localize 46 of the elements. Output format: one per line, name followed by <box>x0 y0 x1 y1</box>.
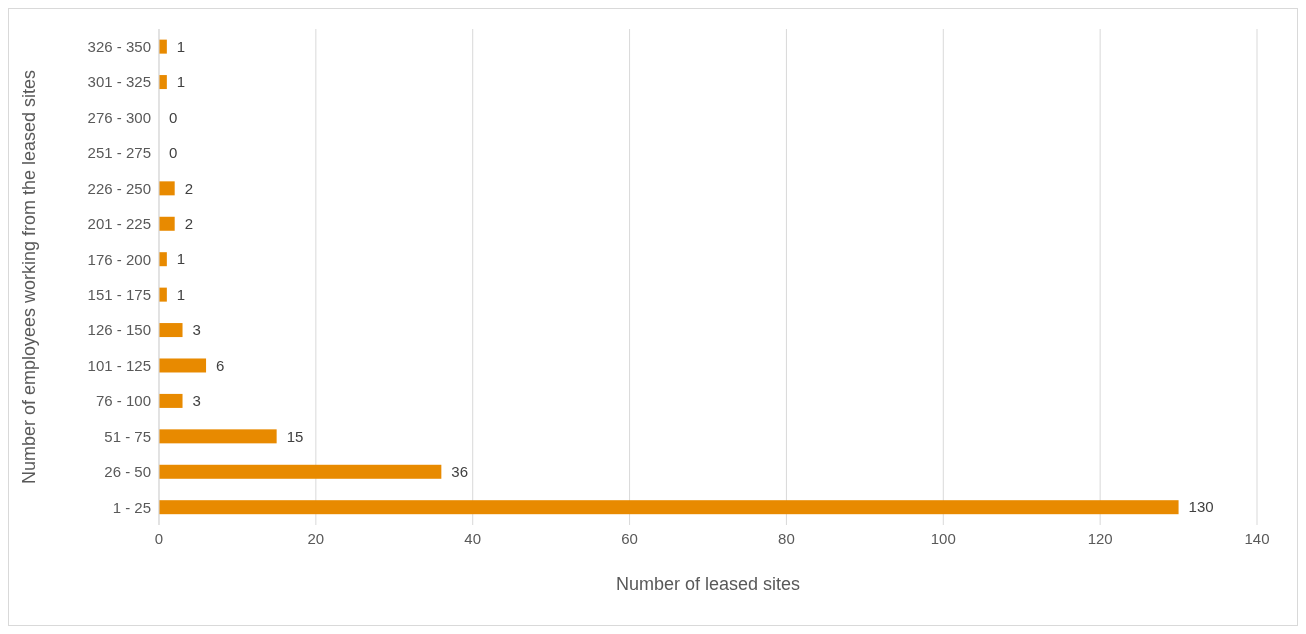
y-tick-label: 276 - 300 <box>87 108 151 126</box>
y-tick-label: 26 - 50 <box>104 463 151 481</box>
bar <box>159 181 175 196</box>
x-axis-title: Number of leased sites <box>615 574 801 594</box>
y-tick-label: 201 - 225 <box>87 215 151 233</box>
x-tick-label: 20 <box>307 529 325 547</box>
y-tick-label: 101 - 125 <box>87 356 151 374</box>
x-tick-label: 100 <box>930 529 956 547</box>
data-label: 36 <box>451 463 469 481</box>
y-axis-title: Number of employees working from the leased sites <box>19 69 40 485</box>
data-label: 1 <box>176 250 186 268</box>
x-tick-label: 120 <box>1087 529 1113 547</box>
data-label: 2 <box>184 179 194 197</box>
y-tick-label: 76 - 100 <box>95 392 151 410</box>
y-tick-label: 126 - 150 <box>87 321 151 339</box>
y-tick-label: 51 - 75 <box>104 427 151 445</box>
y-tick-label: 151 - 175 <box>87 286 151 304</box>
x-tick-label: 40 <box>464 529 482 547</box>
y-tick-label: 1 - 25 <box>112 498 151 516</box>
data-label: 1 <box>176 73 186 91</box>
data-label: 0 <box>169 108 178 126</box>
bar <box>159 429 277 444</box>
bar <box>159 358 207 373</box>
data-label: 2 <box>184 215 194 233</box>
data-label: 1 <box>176 37 186 55</box>
y-tick-label: 176 - 200 <box>87 250 151 268</box>
x-tick-label: 0 <box>154 529 164 547</box>
data-label: 0 <box>169 144 178 162</box>
data-label: 3 <box>192 392 201 410</box>
y-tick-label: 251 - 275 <box>87 144 151 162</box>
bar <box>159 393 183 408</box>
bar <box>159 500 1179 515</box>
y-tick-label: 326 - 350 <box>87 38 151 56</box>
x-tick-label: 140 <box>1244 529 1270 547</box>
data-label: 6 <box>216 356 225 374</box>
y-tick-label: 226 - 250 <box>87 179 151 197</box>
bar <box>159 464 442 479</box>
data-label: 3 <box>192 321 201 339</box>
data-label: 15 <box>286 427 304 445</box>
bar <box>159 216 175 231</box>
data-label: 130 <box>1188 498 1214 516</box>
x-tick-label: 60 <box>621 529 638 547</box>
data-label: 1 <box>176 285 186 303</box>
y-tick-label: 301 - 325 <box>87 73 151 91</box>
x-tick-label: 80 <box>778 529 795 547</box>
bar <box>159 323 183 338</box>
